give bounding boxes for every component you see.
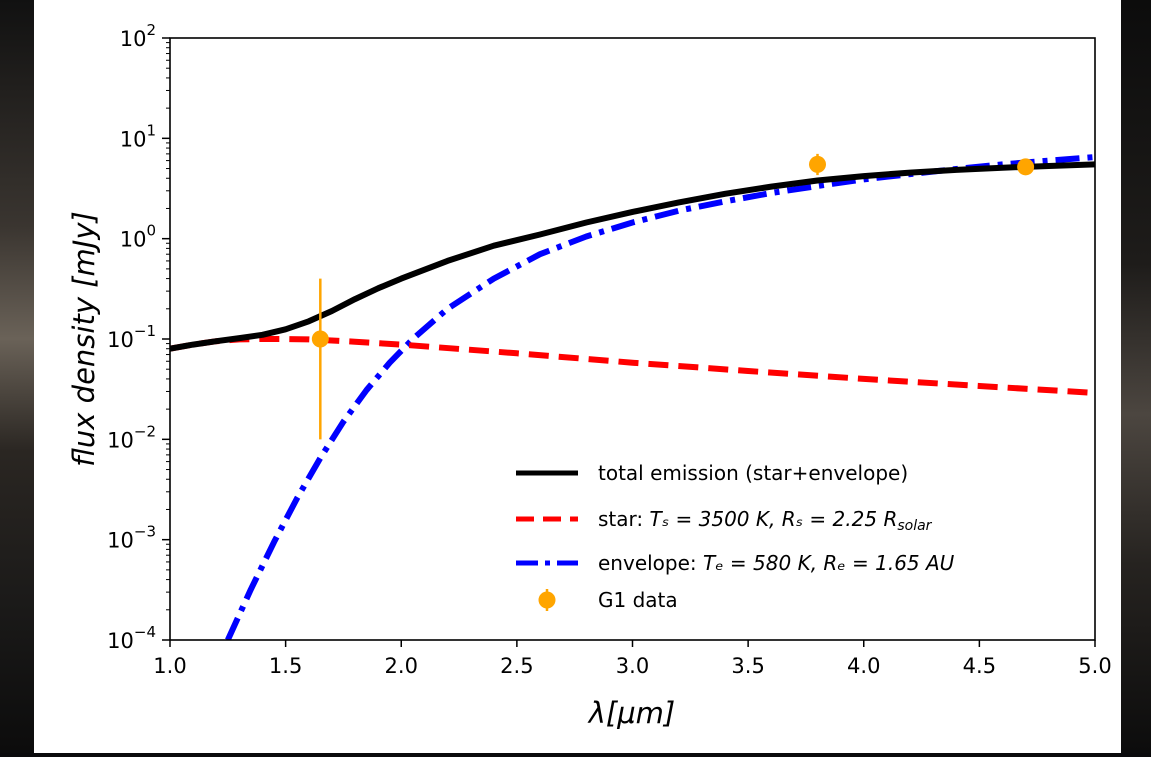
x-tick-label: 5.0 <box>1078 654 1111 678</box>
y-axis-title: flux density [mJy] <box>67 211 101 467</box>
legend-label-envelope: envelope: Tₑ = 580 K, Rₑ = 1.65 AU <box>598 551 955 575</box>
x-tick-label: 2.5 <box>500 654 533 678</box>
x-tick-label: 2.0 <box>385 654 418 678</box>
curves-group <box>170 154 1095 640</box>
x-tick-label: 3.0 <box>616 654 649 678</box>
x-axis-title: λ[μm] <box>587 696 676 730</box>
y-tick-label: 10−4 <box>107 623 156 653</box>
x-ticks-group: 1.0 1.5 2.0 2.5 3.0 3.5 4.0 4.5 5.0 <box>153 640 1112 678</box>
x-tick-label: 1.5 <box>269 654 302 678</box>
background-right-strip <box>1121 0 1151 753</box>
y-tick-label: 10−1 <box>107 322 156 352</box>
series-line-total <box>170 161 1095 352</box>
y-tick-label: 10−3 <box>107 523 156 553</box>
legend-label-star: star: Tₛ = 3500 K, Rₛ = 2.25 Rsolar <box>598 507 933 534</box>
data-point-1 <box>311 330 329 348</box>
y-tick-label: 101 <box>120 121 156 151</box>
data-point-3 <box>1017 158 1035 176</box>
y-tick-label: 102 <box>120 21 156 51</box>
background-left-strip <box>0 0 34 753</box>
data-point-2 <box>809 155 826 173</box>
y-ticks-group: 10−4 10−3 10−2 10−1 100 101 102 <box>107 21 170 653</box>
series-line-envelope <box>225 154 1095 640</box>
y-tick-label: 100 <box>120 222 156 252</box>
x-tick-label: 4.5 <box>963 654 996 678</box>
x-tick-label: 1.0 <box>153 654 186 678</box>
figure-panel: 1.0 1.5 2.0 2.5 3.0 3.5 4.0 4.5 5.0 10−4 10−3 10−2… <box>34 0 1121 753</box>
legend-label-total: total emission (star+envelope) <box>598 461 908 485</box>
data-points-group <box>311 153 1035 440</box>
legend-label-g1: G1 data <box>598 588 678 612</box>
legend-swatch-g1-marker <box>538 591 556 609</box>
legend: total emission (star+envelope) star: Tₛ … <box>516 461 955 612</box>
y-tick-label: 10−2 <box>107 422 156 452</box>
x-tick-label: 4.0 <box>847 654 880 678</box>
series-line-star <box>170 336 1095 396</box>
sed-chart: 1.0 1.5 2.0 2.5 3.0 3.5 4.0 4.5 5.0 10−4 10−3 10−2… <box>67 21 1112 730</box>
x-tick-label: 3.5 <box>731 654 764 678</box>
